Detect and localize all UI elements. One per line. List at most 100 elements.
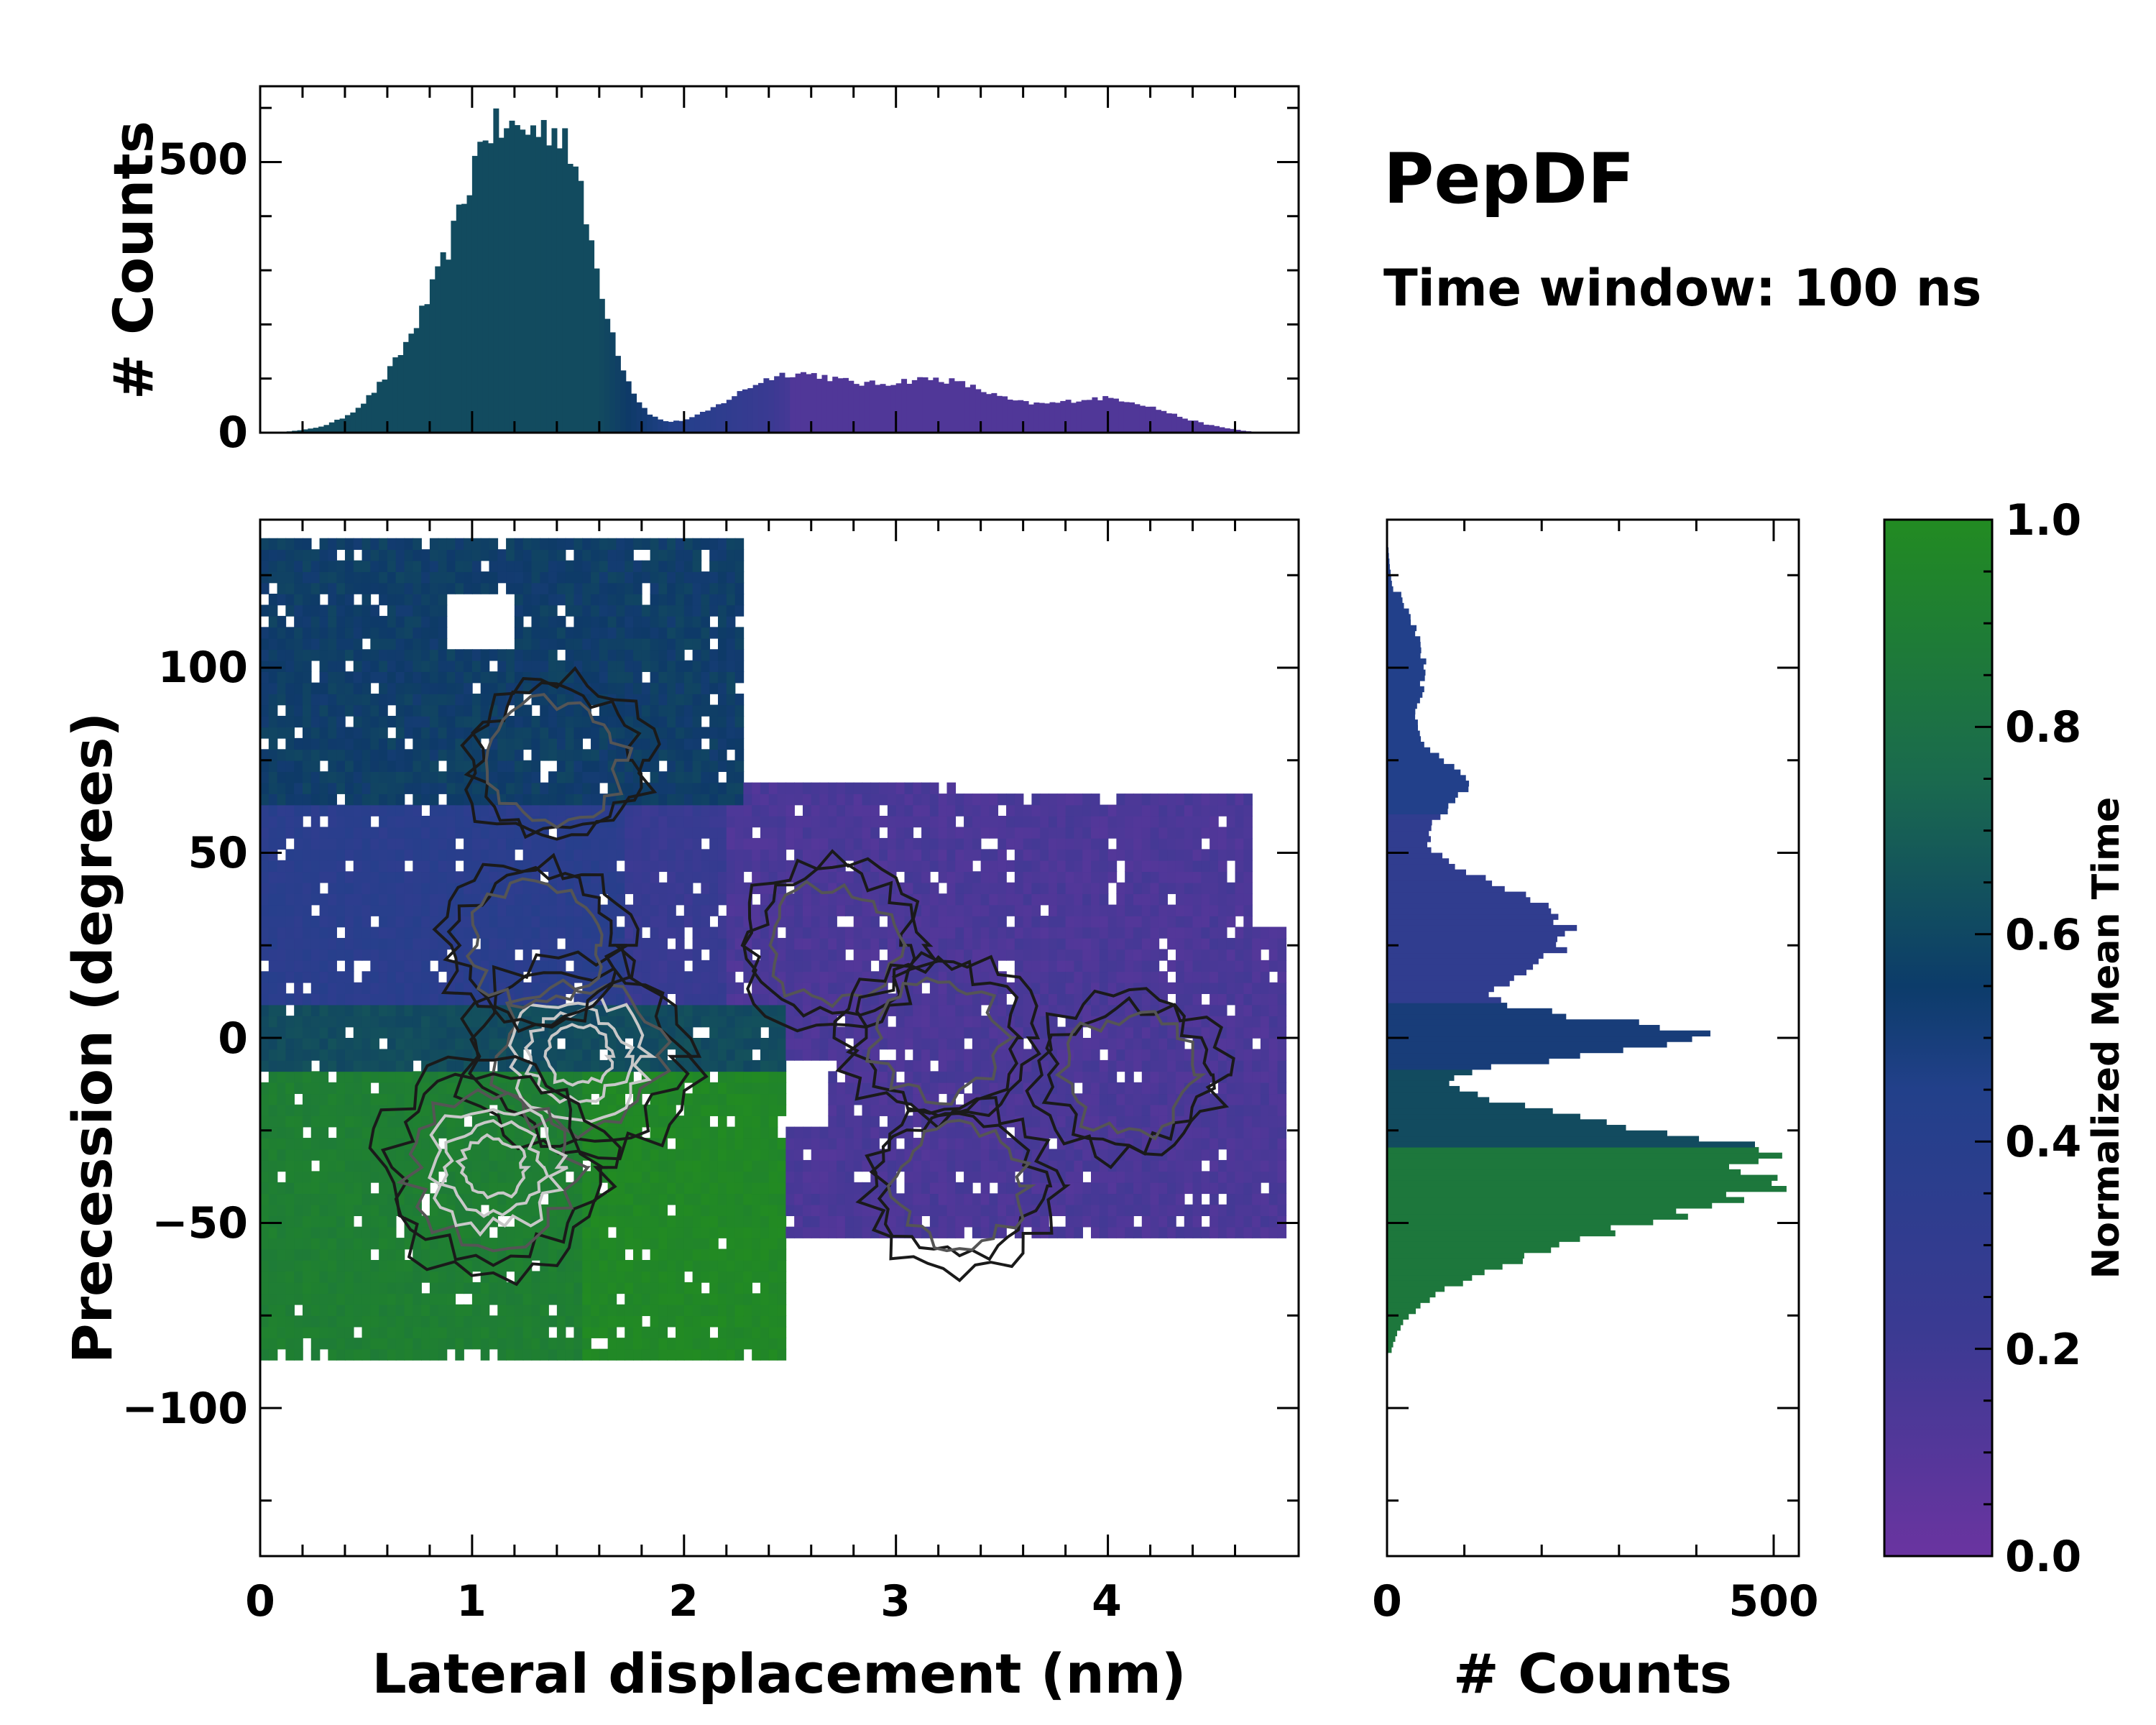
heatmap-cell — [879, 794, 888, 806]
heatmap-cell — [768, 1104, 778, 1116]
heatmap-cell — [760, 837, 770, 850]
heatmap-cell — [328, 904, 337, 916]
heatmap-cell — [336, 1026, 346, 1039]
heatmap-cell — [650, 538, 660, 550]
heatmap-cell — [413, 704, 422, 717]
top-histogram-bar — [451, 221, 457, 433]
heatmap-cell — [455, 582, 464, 594]
heatmap-cell — [344, 837, 354, 850]
heatmap-cell — [786, 1016, 795, 1028]
top-histogram-bar — [875, 385, 881, 433]
heatmap-cell — [768, 1093, 778, 1105]
heatmap-cell — [310, 1149, 321, 1161]
heatmap-cell — [641, 1059, 651, 1072]
heatmap-cell — [734, 694, 745, 706]
heatmap-cell — [828, 837, 837, 850]
heatmap-cell — [828, 1226, 837, 1238]
heatmap-cell — [429, 1315, 439, 1328]
heatmap-cell — [565, 638, 575, 650]
heatmap-cell — [404, 1049, 414, 1061]
heatmap-cell — [734, 937, 745, 950]
heatmap-cell — [683, 982, 694, 994]
heatmap-cell — [370, 971, 379, 983]
heatmap-cell — [734, 1293, 745, 1305]
heatmap-cell — [370, 1038, 379, 1050]
heatmap-cell — [641, 538, 651, 550]
heatmap-cell — [319, 1138, 329, 1150]
heatmap-cell — [319, 1126, 329, 1138]
heatmap-cell — [582, 849, 591, 861]
heatmap-cell — [344, 1082, 354, 1095]
heatmap-cell — [497, 849, 507, 861]
heatmap-cell — [616, 727, 626, 739]
heatmap-cell — [879, 993, 888, 1006]
heatmap-cell — [828, 1171, 837, 1183]
heatmap-cell — [633, 804, 642, 816]
heatmap-cell — [361, 1016, 372, 1028]
heatmap-cell — [667, 882, 676, 894]
top-histogram-bar — [826, 381, 833, 433]
heatmap-cell — [565, 849, 575, 861]
heatmap-cell — [446, 916, 456, 928]
heatmap-cell — [370, 649, 379, 661]
heatmap-cell — [455, 694, 464, 706]
top-histogram-bar — [848, 380, 854, 433]
heatmap-cell — [514, 1326, 524, 1338]
heatmap-cell — [480, 882, 490, 894]
heatmap-cell — [676, 627, 685, 639]
heatmap-cell — [633, 638, 642, 650]
heatmap-cell — [379, 782, 388, 794]
heatmap-cell — [319, 1093, 329, 1105]
heatmap-cell — [658, 660, 668, 672]
heatmap-cell — [786, 1038, 795, 1050]
heatmap-cell — [811, 1049, 821, 1061]
heatmap-cell — [268, 1026, 278, 1039]
heatmap-cell — [285, 727, 295, 739]
heatmap-cell — [260, 727, 270, 739]
heatmap-cell — [768, 1326, 778, 1338]
heatmap-cell — [650, 860, 660, 873]
heatmap-cell — [862, 1159, 872, 1172]
heatmap-cell — [413, 627, 422, 639]
heatmap-cell — [413, 960, 422, 972]
heatmap-cell — [683, 594, 694, 606]
heatmap-cell — [294, 671, 303, 684]
heatmap-cell — [676, 737, 685, 750]
heatmap-cell — [862, 916, 872, 928]
heatmap-cell — [786, 916, 795, 928]
heatmap-cell — [506, 1238, 515, 1250]
heatmap-cell — [395, 549, 405, 561]
heatmap-cell — [683, 737, 694, 750]
heatmap-cell — [683, 560, 694, 572]
heatmap-cell — [701, 804, 710, 816]
heatmap-cell — [862, 960, 872, 972]
heatmap-cell — [734, 1304, 745, 1317]
heatmap-cell — [302, 538, 312, 550]
heatmap-cell — [591, 660, 600, 672]
heatmap-cell — [616, 1016, 626, 1028]
heatmap-cell — [438, 1193, 448, 1205]
heatmap-cell — [413, 871, 422, 883]
heatmap-cell — [438, 560, 448, 572]
heatmap-cell — [328, 594, 337, 606]
heatmap-cell — [616, 682, 626, 694]
heatmap-cell — [844, 794, 854, 806]
heatmap-cell — [734, 660, 745, 672]
top-histogram-bar — [540, 119, 547, 433]
heatmap-cell — [667, 1226, 676, 1238]
heatmap-cell — [260, 782, 270, 794]
heatmap-cell — [353, 837, 363, 850]
heatmap-cell — [734, 960, 745, 972]
heatmap-cell — [556, 1193, 566, 1205]
heatmap-cell — [336, 837, 346, 850]
heatmap-cell — [260, 1059, 270, 1072]
heatmap-cell — [658, 1093, 668, 1105]
heatmap-cell — [828, 1215, 837, 1228]
heatmap-cell — [734, 1326, 745, 1338]
heatmap-cell — [786, 1004, 795, 1016]
heatmap-cell — [506, 1315, 515, 1328]
heatmap-cell — [582, 571, 591, 584]
heatmap-cell — [582, 749, 591, 761]
heatmap-cell — [268, 715, 278, 728]
heatmap-cell — [616, 893, 626, 906]
